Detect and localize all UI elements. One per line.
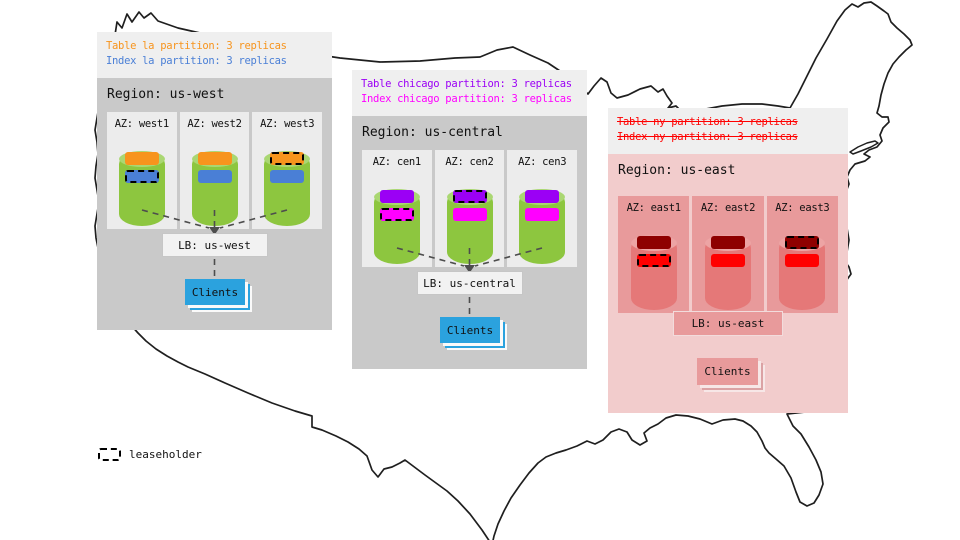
az-box-cen1: AZ: cen1: [362, 150, 432, 267]
region-us-east: Region: us-east AZ: east1 AZ: east2: [608, 154, 848, 413]
az-row: AZ: east1 AZ: east2 AZ: east3: [618, 196, 838, 313]
az-box-cen3: AZ: cen3: [507, 150, 578, 267]
clients-us-east: Clients: [697, 358, 758, 385]
db-cylinder: [779, 235, 826, 310]
region-title: Region: us-east: [618, 163, 736, 178]
annotation-line-index-la: Index la partition: 3 replicas: [106, 55, 287, 67]
az-label: AZ: cen2: [445, 156, 494, 168]
replica-bar-table: [379, 190, 414, 203]
lb-us-west: LB: us-west: [161, 233, 268, 257]
clients-us-west: Clients: [185, 279, 245, 305]
replica-bar-index: [785, 254, 820, 267]
annotation-us-east: Table ny partition: 3 replicas Index ny …: [608, 108, 848, 154]
az-label: AZ: west1: [114, 118, 170, 130]
az-row: AZ: west1 AZ: west2 AZ: west3: [107, 112, 323, 229]
lb-us-central: LB: us-central: [416, 271, 523, 295]
az-box-cen2: AZ: cen2: [434, 150, 505, 267]
replica-bar-index: [197, 170, 232, 183]
replica-bar-table: [124, 152, 159, 165]
annotation-us-west: Table la partition: 3 replicas Index la …: [97, 32, 332, 78]
leaseholder-dashed-box-icon: [98, 448, 121, 461]
replica-bar-index: [124, 170, 159, 183]
replica-bar-table: [452, 190, 487, 203]
az-box-west3: AZ: west3: [252, 112, 323, 229]
az-box-east2: AZ: east2: [692, 196, 764, 313]
replica-bar-table: [525, 190, 560, 203]
annotation-line-index-chicago: Index chicago partition: 3 replicas: [361, 93, 572, 105]
replica-bar-index: [270, 170, 305, 183]
db-cylinder: [630, 235, 677, 310]
az-box-west2: AZ: west2: [179, 112, 250, 229]
db-cylinder: [519, 189, 566, 264]
clients-us-central: Clients: [440, 317, 500, 343]
region-us-west: Region: us-west AZ: west1 AZ: west2: [97, 78, 332, 330]
az-box-west1: AZ: west1: [107, 112, 177, 229]
replica-bar-table: [270, 152, 305, 165]
replica-bar-index: [710, 254, 745, 267]
az-row: AZ: cen1 AZ: cen2 AZ: cen3: [362, 150, 578, 267]
az-box-east3: AZ: east3: [766, 196, 838, 313]
az-label: AZ: west3: [260, 118, 315, 130]
annotation-line-index-ny: Index ny partition: 3 replicas: [617, 131, 798, 143]
region-title: Region: us-central: [362, 125, 503, 140]
az-label: AZ: cen3: [518, 156, 567, 168]
db-cylinder: [373, 189, 420, 264]
replica-bar-index: [452, 208, 487, 221]
db-cylinder: [446, 189, 493, 264]
region-us-central: Region: us-central AZ: cen1 AZ: cen2: [352, 116, 587, 369]
db-cylinder: [191, 151, 238, 226]
db-cylinder: [704, 235, 751, 310]
az-label: AZ: east1: [626, 202, 682, 214]
replica-bar-index: [525, 208, 560, 221]
db-cylinder: [118, 151, 165, 226]
az-label: AZ: cen1: [372, 156, 421, 168]
replica-bar-table: [785, 236, 820, 249]
annotation-line-table-chicago: Table chicago partition: 3 replicas: [361, 78, 572, 90]
replica-bar-table: [636, 236, 671, 249]
replica-bar-index: [636, 254, 671, 267]
region-title: Region: us-west: [107, 87, 225, 102]
db-cylinder: [264, 151, 311, 226]
annotation-us-central: Table chicago partition: 3 replicas Inde…: [352, 70, 587, 116]
legend-label: leaseholder: [129, 448, 202, 461]
replica-bar-table: [197, 152, 232, 165]
annotation-line-table-ny: Table ny partition: 3 replicas: [617, 116, 798, 128]
az-label: AZ: east3: [775, 202, 830, 214]
annotation-line-table-la: Table la partition: 3 replicas: [106, 40, 287, 52]
az-box-east1: AZ: east1: [618, 196, 690, 313]
lb-us-east: LB: us-east: [673, 311, 783, 336]
replica-bar-table: [710, 236, 745, 249]
replica-bar-index: [379, 208, 414, 221]
legend-leaseholder: leaseholder: [98, 448, 202, 461]
az-label: AZ: west2: [187, 118, 242, 130]
az-label: AZ: east2: [700, 202, 756, 214]
